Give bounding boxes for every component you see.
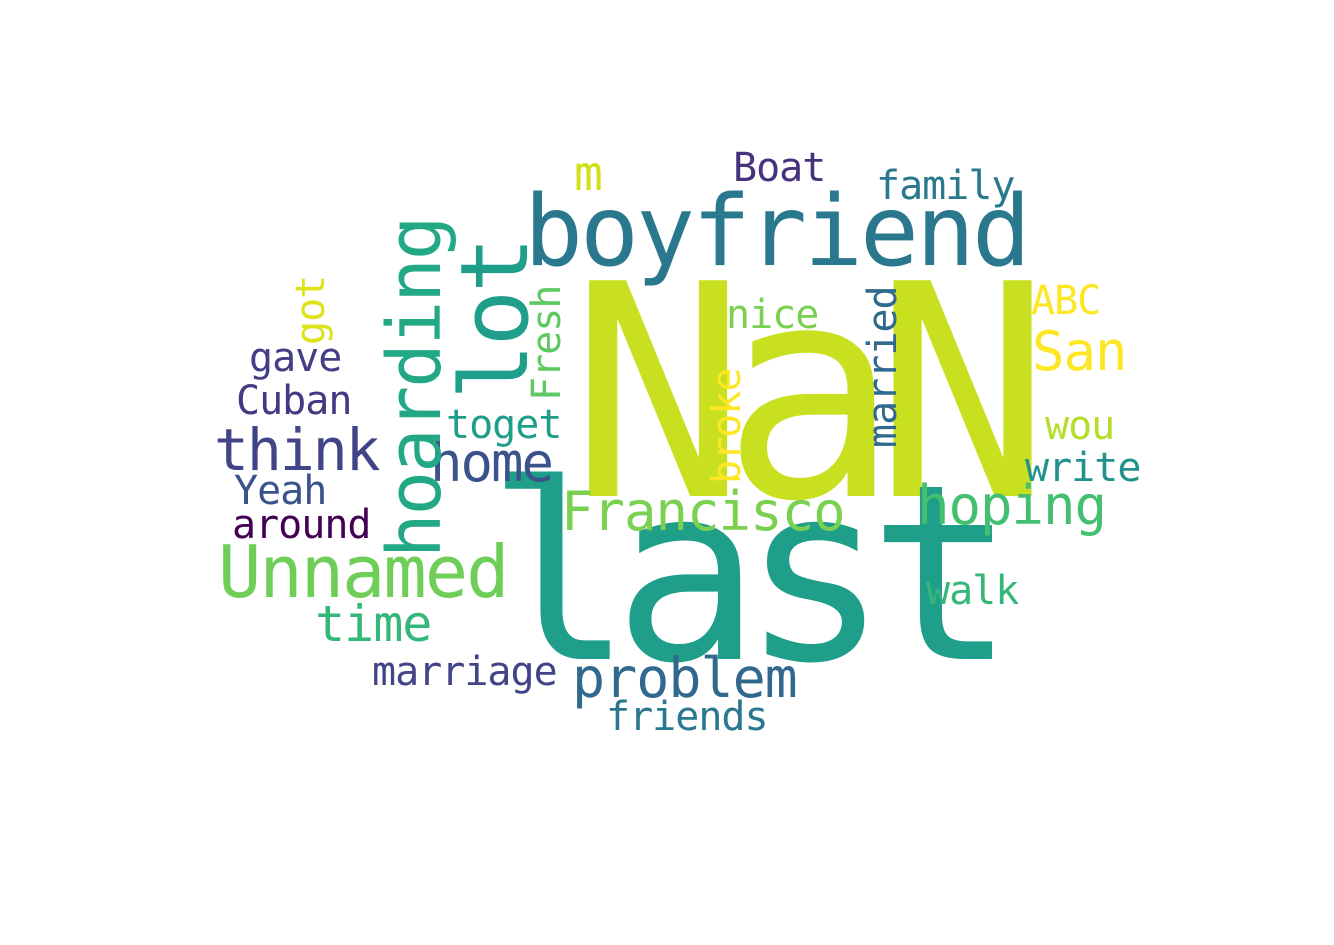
word-abc: ABC — [1031, 278, 1101, 324]
word-francisco: Francisco — [561, 480, 846, 543]
word-home: home — [430, 431, 554, 494]
word-around: around — [232, 502, 371, 548]
word-think: think — [214, 416, 381, 484]
word-got: got — [288, 275, 334, 345]
word-time: time — [315, 595, 432, 653]
word-cuban: Cuban — [236, 378, 352, 424]
word-walk: walk — [926, 568, 1019, 614]
word-boat: Boat — [733, 145, 826, 191]
word-m: m — [574, 146, 603, 202]
word-san: San — [1032, 320, 1128, 383]
word-hoarding: hoarding — [372, 217, 458, 558]
word-problem: problem — [572, 646, 798, 710]
word-yeah: Yeah — [234, 468, 327, 514]
word-wou: wou — [1045, 403, 1115, 449]
word-fresh: Fresh — [524, 285, 570, 401]
word-toget: toget — [446, 402, 562, 448]
word-nan: NaN — [569, 221, 1052, 566]
word-hoping: hoping — [917, 474, 1107, 537]
word-write: write — [1025, 445, 1141, 491]
word-gave: gave — [249, 335, 342, 381]
word-broke: broke — [704, 368, 750, 484]
word-marriage: marriage — [372, 649, 558, 695]
word-family: family — [876, 163, 1015, 209]
word-friends: friends — [606, 694, 769, 740]
word-unnamed: Unnamed — [218, 530, 509, 614]
word-last: last — [486, 432, 1016, 717]
word-nice: nice — [726, 292, 819, 338]
word-married: married — [860, 286, 906, 448]
word-boyfriend: boyfriend — [524, 175, 1031, 289]
